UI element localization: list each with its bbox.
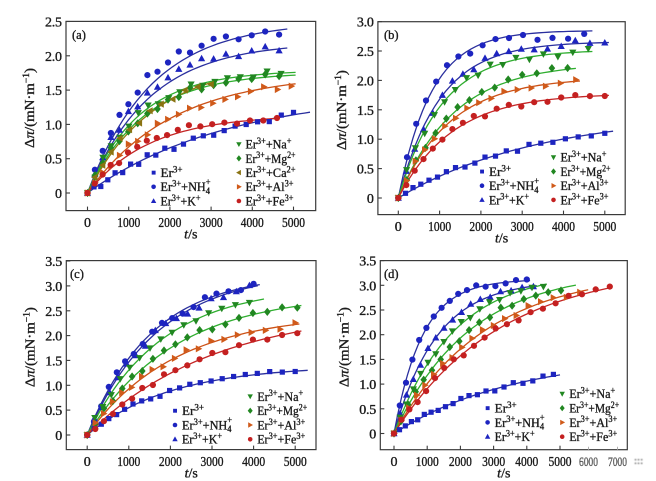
svg-text:1000: 1000 bbox=[117, 455, 140, 470]
svg-text:1.5: 1.5 bbox=[45, 354, 62, 369]
svg-text:Er3++NH4+: Er3++NH4+ bbox=[182, 415, 232, 434]
svg-text:Er3++Al3+: Er3++Al3+ bbox=[246, 179, 294, 195]
svg-text:t/s: t/s bbox=[495, 232, 508, 247]
svg-text:4000: 4000 bbox=[552, 220, 575, 235]
svg-text:0: 0 bbox=[84, 216, 91, 231]
svg-text:t/s: t/s bbox=[184, 228, 197, 243]
svg-text:3000: 3000 bbox=[201, 455, 224, 470]
svg-text:2000: 2000 bbox=[449, 455, 472, 470]
svg-text:1.0: 1.0 bbox=[357, 133, 374, 148]
svg-text:Er3++Ca2+: Er3++Ca2+ bbox=[246, 164, 296, 180]
svg-text:Er3++NH4+: Er3++NH4+ bbox=[495, 413, 545, 432]
svg-text:Er3++Na+: Er3++Na+ bbox=[561, 149, 607, 165]
svg-text:Er3+: Er3+ bbox=[161, 164, 183, 180]
svg-text:2.5: 2.5 bbox=[359, 304, 376, 319]
svg-text:2.0: 2.0 bbox=[45, 330, 62, 345]
svg-text:t/s: t/s bbox=[497, 467, 510, 481]
svg-text::::: ::: bbox=[634, 455, 643, 467]
svg-text:Er3++Al3+: Er3++Al3+ bbox=[257, 417, 305, 433]
svg-text:0.5: 0.5 bbox=[359, 403, 376, 418]
svg-text:2.0: 2.0 bbox=[45, 50, 62, 65]
svg-text:Er3++K+: Er3++K+ bbox=[182, 431, 222, 447]
svg-text:1000: 1000 bbox=[117, 216, 140, 231]
svg-text:Er3++K+: Er3++K+ bbox=[489, 192, 529, 208]
svg-text:1000: 1000 bbox=[428, 220, 451, 235]
svg-text:2000: 2000 bbox=[469, 220, 492, 235]
svg-text:Er3++Mg2+: Er3++Mg2+ bbox=[569, 400, 619, 416]
svg-text:0: 0 bbox=[55, 429, 62, 444]
svg-text:1.5: 1.5 bbox=[359, 353, 376, 368]
svg-text:3000: 3000 bbox=[482, 455, 505, 470]
svg-text:Er3++Na+: Er3++Na+ bbox=[569, 386, 615, 402]
svg-text:7000: 7000 bbox=[608, 454, 627, 469]
svg-text:3.0: 3.0 bbox=[357, 16, 374, 31]
svg-text:2.5: 2.5 bbox=[357, 45, 374, 60]
svg-text:0.5: 0.5 bbox=[45, 153, 62, 168]
svg-text:Er3++Fe3+: Er3++Fe3+ bbox=[561, 192, 609, 208]
svg-text:3.5: 3.5 bbox=[359, 255, 376, 270]
svg-text:0: 0 bbox=[391, 455, 398, 470]
svg-text:2.0: 2.0 bbox=[357, 74, 374, 89]
svg-text:4000: 4000 bbox=[241, 216, 264, 231]
svg-text:Er3++Mg2+: Er3++Mg2+ bbox=[561, 163, 611, 179]
svg-text:5000: 5000 bbox=[282, 216, 305, 231]
svg-text:3000: 3000 bbox=[511, 220, 534, 235]
svg-text:Er3+: Er3+ bbox=[489, 163, 511, 179]
svg-text:2000: 2000 bbox=[158, 216, 181, 231]
svg-text:6000: 6000 bbox=[579, 454, 598, 469]
svg-text:Er3++Fe3+: Er3++Fe3+ bbox=[569, 429, 617, 445]
svg-text:3000: 3000 bbox=[200, 216, 223, 231]
svg-text:0: 0 bbox=[84, 455, 91, 470]
svg-text:2.5: 2.5 bbox=[45, 16, 62, 31]
svg-text:1.5: 1.5 bbox=[45, 84, 62, 99]
svg-text:2.5: 2.5 bbox=[45, 305, 62, 320]
svg-text:0: 0 bbox=[55, 187, 62, 202]
svg-text:(a): (a) bbox=[72, 28, 86, 42]
svg-text:Er3++Al3+: Er3++Al3+ bbox=[561, 178, 609, 194]
svg-text:(c): (c) bbox=[70, 267, 84, 281]
svg-text:Er3++Na+: Er3++Na+ bbox=[257, 388, 303, 404]
svg-text:Er3++NH4+: Er3++NH4+ bbox=[161, 177, 211, 196]
svg-text:Er3++K+: Er3++K+ bbox=[495, 429, 535, 445]
svg-text:Er3+: Er3+ bbox=[182, 403, 204, 419]
svg-text:5000: 5000 bbox=[593, 220, 616, 235]
svg-text:t/s: t/s bbox=[185, 467, 198, 481]
svg-text:Δπ/(mN·m−1): Δπ/(mN·m−1) bbox=[21, 307, 38, 387]
svg-text:0.5: 0.5 bbox=[45, 404, 62, 419]
svg-text:Δπ/(mN·m−1): Δπ/(mN·m−1) bbox=[21, 68, 38, 148]
svg-text:0: 0 bbox=[395, 220, 402, 235]
svg-text:Er3++Al3+: Er3++Al3+ bbox=[569, 414, 617, 430]
svg-text:Er3++Fe3+: Er3++Fe3+ bbox=[246, 193, 294, 209]
svg-text:5000: 5000 bbox=[549, 455, 572, 470]
svg-text:1000: 1000 bbox=[416, 455, 439, 470]
svg-text:5000: 5000 bbox=[284, 455, 307, 470]
svg-text:Er3+: Er3+ bbox=[495, 400, 517, 416]
svg-text:0: 0 bbox=[367, 192, 374, 207]
svg-text:Δπ/(mN·m−1): Δπ/(mN·m−1) bbox=[333, 70, 350, 150]
svg-text:3.0: 3.0 bbox=[45, 280, 62, 295]
svg-text:Δπ/(mN·m−1): Δπ/(mN·m−1) bbox=[335, 307, 352, 387]
svg-text:(b): (b) bbox=[384, 28, 399, 42]
svg-text:Er3++Mg2+: Er3++Mg2+ bbox=[257, 403, 307, 419]
svg-text:1.0: 1.0 bbox=[359, 378, 376, 393]
svg-text:Er3++Na+: Er3++Na+ bbox=[246, 136, 292, 152]
svg-text:(d): (d) bbox=[384, 267, 399, 281]
svg-text:2000: 2000 bbox=[159, 455, 182, 470]
svg-text:3.0: 3.0 bbox=[359, 279, 376, 294]
svg-text:3.5: 3.5 bbox=[45, 255, 62, 270]
svg-text:Er3++K+: Er3++K+ bbox=[161, 193, 201, 209]
svg-text:1.0: 1.0 bbox=[45, 118, 62, 133]
svg-text:4000: 4000 bbox=[515, 455, 538, 470]
svg-text:Er3++Fe3+: Er3++Fe3+ bbox=[257, 431, 305, 447]
svg-text:4000: 4000 bbox=[242, 455, 265, 470]
svg-text:Er3++NH4+: Er3++NH4+ bbox=[489, 176, 539, 195]
svg-text:0.5: 0.5 bbox=[357, 163, 374, 178]
svg-text:1.5: 1.5 bbox=[357, 104, 374, 119]
svg-text:2.0: 2.0 bbox=[359, 329, 376, 344]
svg-text:1.0: 1.0 bbox=[45, 379, 62, 394]
svg-text:Er3++Mg2+: Er3++Mg2+ bbox=[246, 150, 296, 166]
svg-text:0: 0 bbox=[369, 428, 376, 443]
